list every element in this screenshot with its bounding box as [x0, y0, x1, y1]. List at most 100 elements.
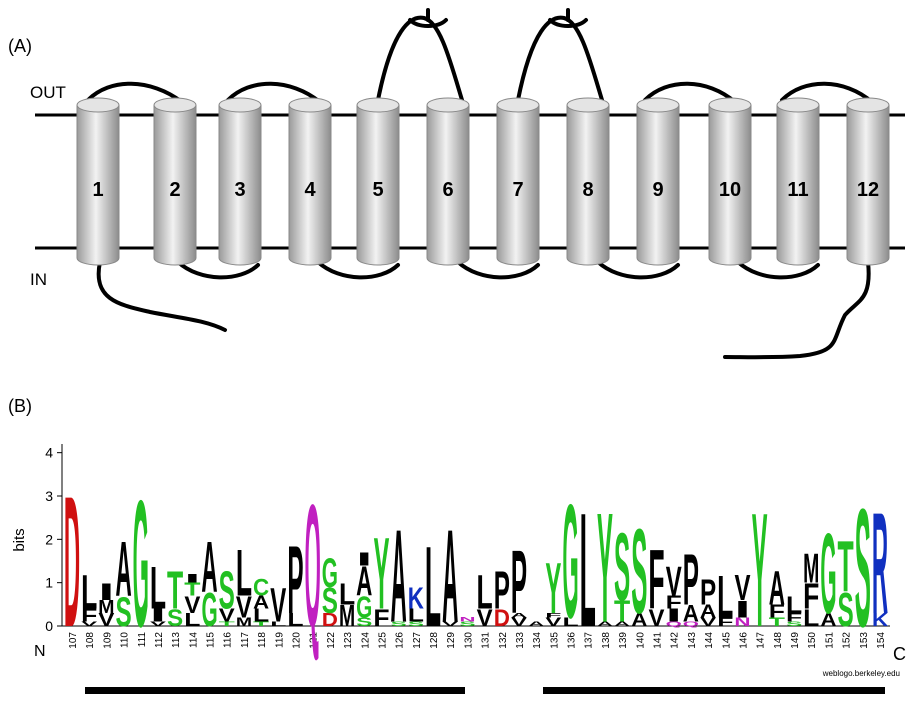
logo-letter: N [459, 617, 475, 624]
logo-letter: L [425, 523, 441, 651]
x-tick-label: 120 [291, 632, 302, 649]
helix-label: 4 [304, 179, 316, 201]
logo-letter: K [408, 581, 424, 615]
x-tick-label: 127 [412, 632, 423, 649]
x-tick-label: 139 [618, 632, 629, 649]
logo-letter: T [167, 560, 183, 621]
logo-letter: G [322, 550, 338, 597]
logo-letter: G [562, 470, 578, 652]
x-tick-label: 116 [223, 632, 234, 648]
helix-label: 12 [857, 179, 879, 201]
y-axis-label: bits [11, 528, 28, 551]
x-tick-label: 150 [807, 632, 818, 649]
logo-letter: P [287, 525, 303, 633]
helix-top [497, 98, 539, 112]
c-terminus: C [893, 644, 906, 664]
helix-top [154, 98, 196, 112]
y-tick-label: 2 [45, 531, 53, 547]
logo-letter: V [666, 559, 682, 606]
logo-letter: A [442, 503, 458, 651]
x-tick-label: 123 [343, 632, 354, 649]
helix-label: 8 [582, 179, 593, 201]
logo-letter: Y [752, 479, 768, 661]
x-tick-label: 122 [326, 632, 337, 649]
logo-letter: L [339, 578, 355, 612]
logo-letter: L [81, 567, 97, 620]
helix-label: 10 [719, 179, 741, 201]
helix-label: 5 [372, 179, 383, 201]
logo-letter: P [700, 571, 716, 612]
x-tick-label: 125 [377, 632, 388, 649]
x-tick-label: 133 [515, 632, 526, 649]
x-tick-label: 131 [481, 632, 492, 649]
x-tick-label: 132 [498, 632, 509, 649]
logo-letter: I [184, 572, 200, 585]
logo-letter: T [838, 526, 854, 607]
helix-label: 6 [442, 179, 453, 201]
helix-label: 1 [92, 179, 103, 201]
helix-label: 7 [512, 179, 523, 201]
logo-letter: L [236, 535, 252, 610]
helices: 123456789101112 [77, 98, 889, 265]
helix-top [777, 98, 819, 112]
x-tick-label: 148 [773, 632, 784, 649]
x-tick-label: 114 [188, 632, 199, 648]
helix-top [637, 98, 679, 112]
logo-letter: Y [545, 549, 561, 630]
helix-top [357, 98, 399, 112]
logo-letter: S [219, 560, 235, 621]
x-tick-label: 112 [154, 632, 165, 648]
logo-letter: R [872, 482, 888, 644]
helix-top [77, 98, 119, 112]
logo-letter: A [115, 526, 131, 613]
credit: weblogo.berkeley.edu [822, 669, 900, 678]
x-tick-label: 146 [738, 632, 749, 649]
figure: (A) OUT IN 123456789101112 (B) bits N C … [0, 0, 911, 697]
x-tick-label: 117 [240, 632, 251, 648]
helix-top [289, 98, 331, 112]
y-tick-label: 0 [45, 618, 53, 634]
logo-letter: L [476, 567, 492, 620]
logo-letter: L [717, 563, 733, 630]
logo-letter: Y [597, 480, 613, 655]
panel-label: (B) [8, 396, 32, 416]
logo-letter: P [683, 540, 699, 620]
x-tick-label: 134 [532, 632, 543, 649]
x-tick-label: 135 [549, 632, 560, 649]
logo-letter: C [253, 574, 269, 601]
helix-label: 9 [652, 179, 663, 201]
x-tick-label: 108 [85, 632, 96, 649]
helix-top [847, 98, 889, 112]
logo-letter: F [648, 533, 664, 627]
in-label: IN [30, 270, 47, 289]
helix-top [567, 98, 609, 112]
loops [88, 10, 872, 357]
logo-letter: A [201, 528, 217, 608]
y-tick-label: 3 [45, 488, 53, 504]
helix-label: 11 [787, 179, 808, 201]
logo-letter: D [64, 459, 80, 667]
helix-top [427, 98, 469, 112]
y-tick-label: 1 [45, 575, 53, 591]
logo-letter: A [528, 621, 544, 628]
logo-letter: S [631, 505, 647, 639]
logo-letter: S [614, 512, 630, 620]
x-tick-label: 109 [102, 632, 113, 649]
logo-letter: V [734, 568, 750, 608]
helix-label: 2 [169, 179, 180, 201]
logo-letter: P [494, 560, 510, 621]
tm-bars [85, 687, 885, 694]
helix-top [219, 98, 261, 112]
logo-letter: P [511, 532, 527, 633]
x-tick-label: 141 [653, 632, 664, 649]
logo-letter: I [356, 549, 372, 569]
x-tick-label: 113 [171, 632, 182, 648]
y-tick-label: 4 [45, 445, 53, 461]
page: { "panel_a": { "label": "(A)", "out_labe… [0, 0, 911, 697]
x-tick-label: 124 [360, 632, 371, 649]
logo-letter: A [769, 561, 785, 615]
logo-letter: G [820, 511, 836, 638]
x-tick-label: 144 [704, 632, 715, 649]
x-tick-label: 130 [463, 632, 474, 649]
